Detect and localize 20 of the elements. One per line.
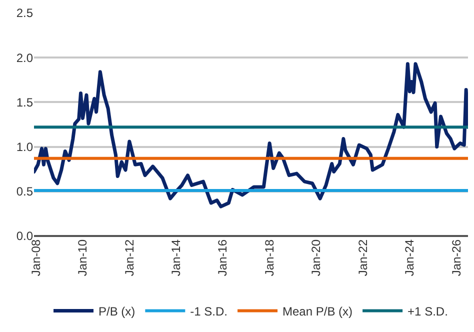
x-tick-label: Jan-22 — [356, 239, 370, 276]
y-tick-label: 2.5 — [16, 6, 34, 20]
x-tick-label: Jan-20 — [309, 239, 324, 276]
line-series — [34, 62, 468, 208]
x-tick-label: Jan-10 — [76, 239, 90, 276]
x-tick-label: Jan-14 — [169, 239, 184, 276]
x-tick-label: Jan-24 — [402, 239, 417, 276]
x-tick-label: Jan-16 — [216, 239, 230, 276]
y-tick-label: 2.0 — [16, 50, 34, 65]
legend-label: P/B (x) — [98, 304, 136, 318]
legend-label: -1 S.D. — [190, 304, 228, 318]
x-tick-label: Jan-26 — [449, 239, 464, 276]
legend-label: +1 S.D. — [408, 304, 448, 318]
y-tick-label: 1.5 — [16, 95, 34, 110]
x-tick-label: Jan-18 — [262, 239, 276, 276]
y-tick-label: 1.0 — [16, 140, 34, 154]
x-tick-label: Jan-12 — [122, 239, 136, 276]
y-tick-label: 0.5 — [16, 184, 34, 199]
x-tick-label: Jan-08 — [28, 239, 43, 276]
legend-label: Mean P/B (x) — [282, 304, 353, 318]
